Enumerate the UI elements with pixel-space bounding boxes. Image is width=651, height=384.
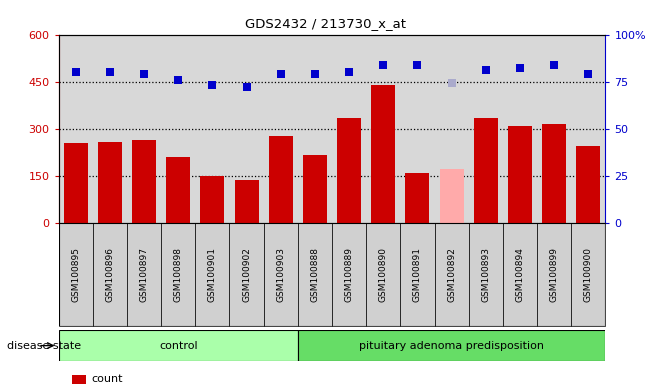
- Text: GSM100892: GSM100892: [447, 247, 456, 302]
- Text: GSM100900: GSM100900: [584, 247, 593, 302]
- Text: GSM100891: GSM100891: [413, 247, 422, 302]
- Text: control: control: [159, 341, 197, 351]
- Text: count: count: [91, 374, 122, 384]
- Bar: [542, 124, 566, 223]
- Text: GSM100899: GSM100899: [549, 247, 559, 302]
- Bar: [234, 180, 258, 223]
- Bar: [503, 223, 537, 326]
- Bar: [127, 223, 161, 326]
- Bar: [166, 157, 190, 223]
- Bar: [132, 140, 156, 223]
- Bar: [264, 223, 298, 326]
- Bar: [298, 223, 332, 326]
- Text: GSM100895: GSM100895: [71, 247, 80, 302]
- Bar: [474, 118, 498, 223]
- Text: GSM100889: GSM100889: [344, 247, 353, 302]
- Bar: [537, 223, 572, 326]
- Bar: [64, 143, 88, 223]
- Text: disease state: disease state: [7, 341, 81, 351]
- Bar: [98, 142, 122, 223]
- Text: GSM100898: GSM100898: [174, 247, 183, 302]
- Bar: [400, 223, 435, 326]
- Bar: [201, 176, 225, 223]
- Bar: [59, 223, 92, 326]
- Text: GSM100897: GSM100897: [139, 247, 148, 302]
- Bar: [230, 223, 264, 326]
- Bar: [337, 118, 361, 223]
- Bar: [332, 223, 366, 326]
- Text: GSM100888: GSM100888: [311, 247, 320, 302]
- Bar: [59, 330, 298, 361]
- Text: GSM100890: GSM100890: [379, 247, 388, 302]
- Bar: [576, 146, 600, 223]
- Text: GSM100893: GSM100893: [481, 247, 490, 302]
- Bar: [406, 172, 430, 223]
- Text: GSM100902: GSM100902: [242, 247, 251, 302]
- Text: GSM100901: GSM100901: [208, 247, 217, 302]
- Bar: [469, 223, 503, 326]
- Bar: [303, 155, 327, 223]
- Bar: [572, 223, 605, 326]
- Text: GSM100903: GSM100903: [276, 247, 285, 302]
- Bar: [435, 223, 469, 326]
- Bar: [269, 136, 293, 223]
- Text: GSM100896: GSM100896: [105, 247, 115, 302]
- Text: GSM100894: GSM100894: [516, 247, 525, 302]
- Bar: [92, 223, 127, 326]
- Bar: [371, 85, 395, 223]
- Bar: [161, 223, 195, 326]
- Bar: [508, 126, 532, 223]
- Text: pituitary adenoma predisposition: pituitary adenoma predisposition: [359, 341, 544, 351]
- Bar: [366, 223, 400, 326]
- Bar: [439, 169, 464, 223]
- Bar: [195, 223, 230, 326]
- Bar: [298, 330, 605, 361]
- Text: GDS2432 / 213730_x_at: GDS2432 / 213730_x_at: [245, 17, 406, 30]
